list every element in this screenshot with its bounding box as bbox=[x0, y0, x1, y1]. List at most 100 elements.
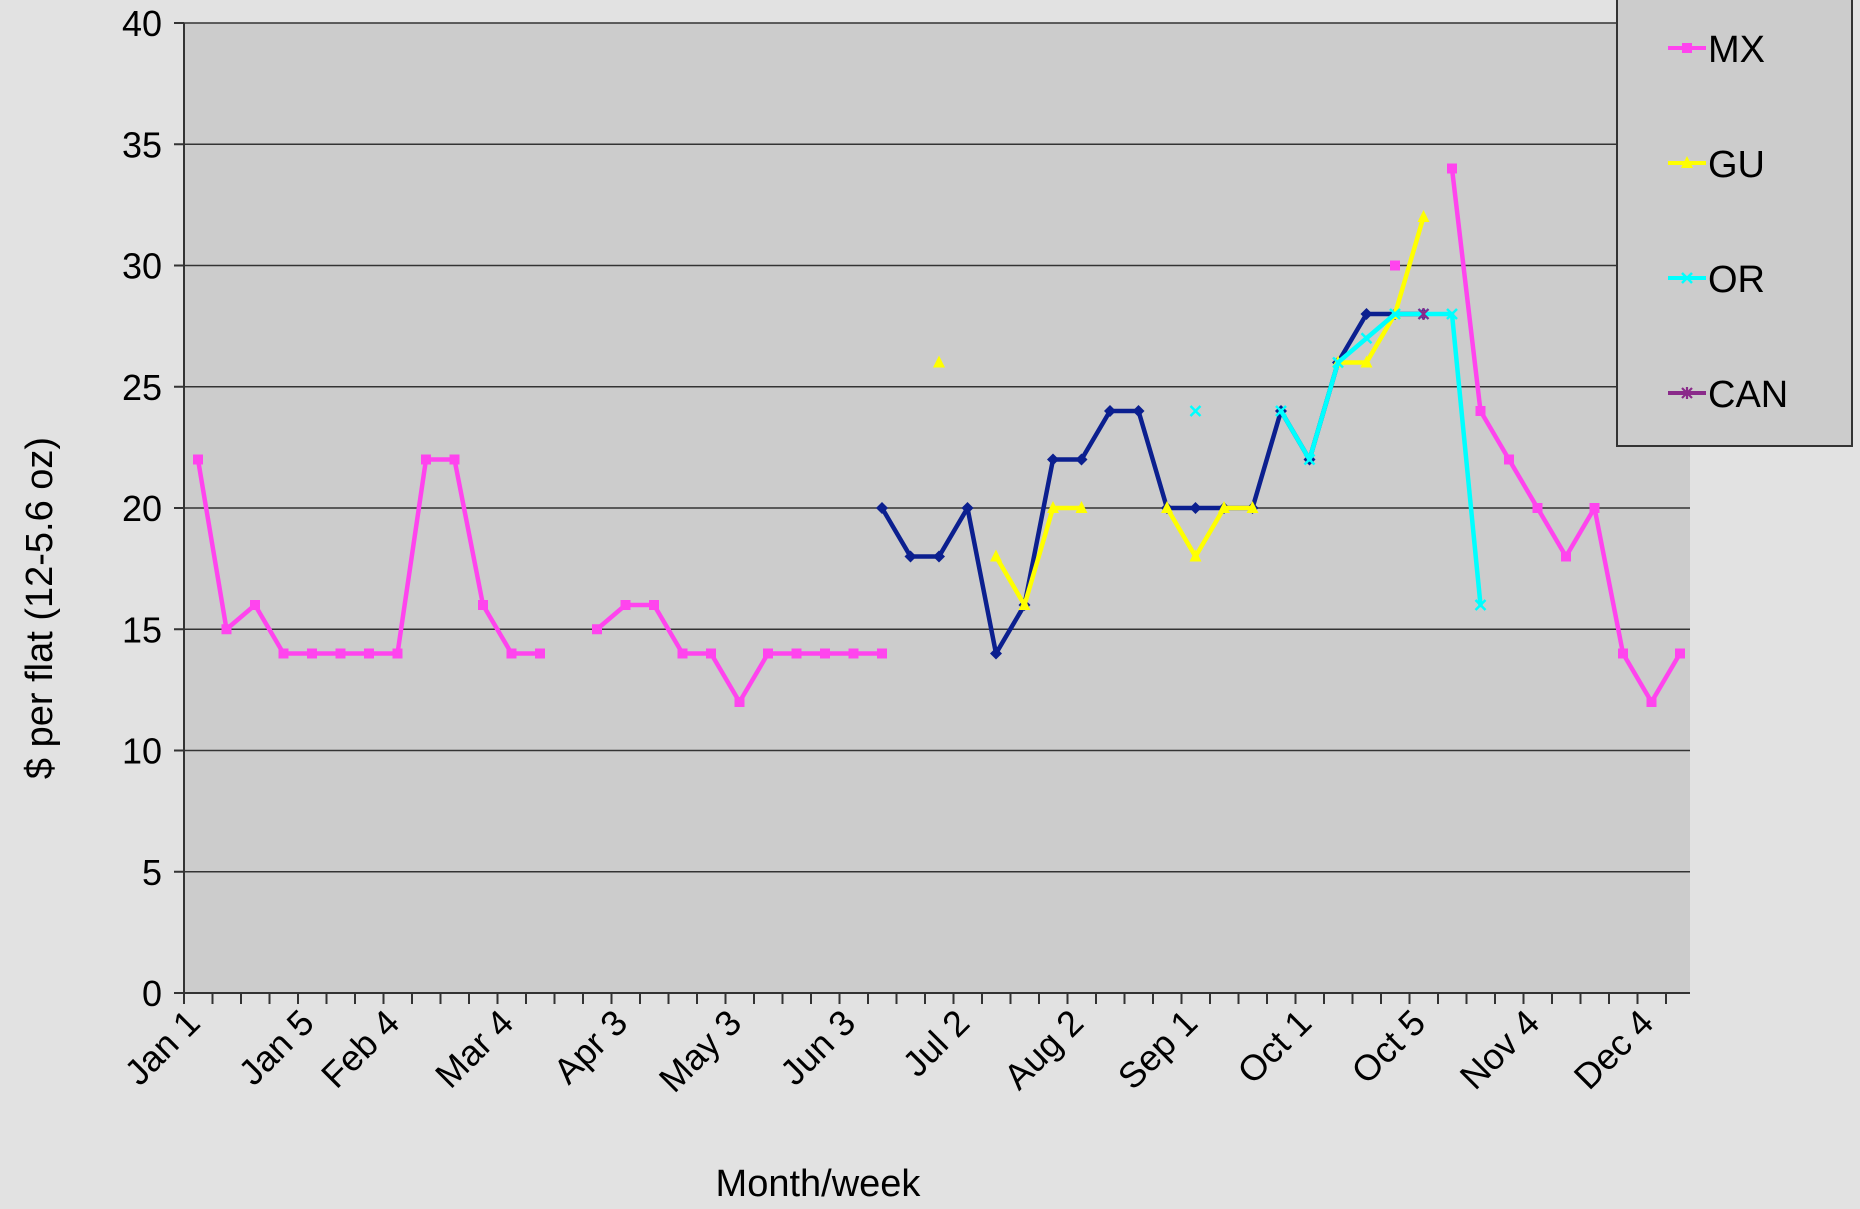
data-point bbox=[1447, 163, 1457, 174]
data-point bbox=[1675, 648, 1685, 659]
x-tick-label: Jan 5 bbox=[230, 1002, 321, 1093]
data-point bbox=[1417, 308, 1430, 320]
data-point bbox=[990, 647, 1002, 660]
data-point bbox=[933, 550, 945, 563]
series-line bbox=[1164, 505, 1255, 559]
data-point bbox=[1417, 210, 1430, 222]
data-point bbox=[592, 624, 602, 635]
legend-marker bbox=[1681, 387, 1693, 399]
series-layer bbox=[193, 163, 1685, 707]
series-or bbox=[1189, 308, 1487, 611]
legend-marker bbox=[1681, 156, 1693, 168]
x-tick-label: Feb 4 bbox=[313, 1002, 407, 1096]
x-tick-label: Oct 1 bbox=[1229, 1002, 1319, 1092]
data-point bbox=[478, 600, 488, 610]
data-point bbox=[506, 648, 517, 659]
data-point bbox=[649, 600, 659, 610]
data-point bbox=[876, 502, 888, 514]
data-point bbox=[1446, 308, 1458, 320]
data-point bbox=[1075, 453, 1088, 466]
legend: MX GU OR CAN bbox=[1616, 0, 1853, 447]
data-point bbox=[1104, 405, 1116, 417]
legend-item-can: CAN bbox=[1668, 374, 1788, 416]
data-point bbox=[1389, 308, 1401, 320]
legend-item-mx: MX bbox=[1668, 29, 1765, 71]
data-point bbox=[1332, 356, 1344, 369]
data-point bbox=[1360, 308, 1373, 320]
series-line bbox=[1278, 311, 1483, 608]
data-point bbox=[1504, 454, 1514, 465]
data-point bbox=[877, 648, 887, 659]
gridlines bbox=[184, 22, 1690, 873]
x-tick-label: Oct 5 bbox=[1343, 1002, 1433, 1092]
x-axis-label: Month/week bbox=[716, 1163, 922, 1205]
data-point bbox=[1589, 503, 1600, 513]
x-tick-label: Sep 1 bbox=[1110, 1002, 1206, 1098]
data-point bbox=[1047, 501, 1059, 513]
data-point bbox=[1561, 551, 1571, 562]
data-point bbox=[1218, 501, 1230, 513]
data-point bbox=[904, 550, 917, 563]
series-line bbox=[1335, 214, 1426, 365]
y-axis-ticks: 0 5 10 15 20 25 30 35 40 bbox=[122, 3, 184, 1014]
data-point bbox=[392, 648, 403, 659]
data-point bbox=[820, 648, 830, 659]
data-point bbox=[1618, 648, 1628, 659]
data-point bbox=[335, 648, 346, 659]
data-point bbox=[535, 648, 545, 659]
legend-marker bbox=[1681, 272, 1693, 284]
data-point bbox=[677, 648, 688, 659]
data-point bbox=[1189, 405, 1202, 417]
data-point bbox=[421, 454, 431, 465]
data-point bbox=[1189, 502, 1202, 514]
y-tick-label: 10 bbox=[122, 731, 162, 772]
data-point bbox=[1189, 549, 1202, 562]
y-tick-label: 25 bbox=[122, 367, 162, 408]
legend-item-gu: GU bbox=[1668, 144, 1765, 186]
legend-label: GU bbox=[1708, 144, 1765, 186]
data-point bbox=[193, 454, 203, 465]
data-point bbox=[961, 502, 974, 514]
data-point bbox=[1132, 405, 1145, 417]
data-point bbox=[449, 454, 460, 465]
x-tick-label: Nov 4 bbox=[1452, 1002, 1547, 1097]
data-point bbox=[1474, 599, 1487, 611]
data-point bbox=[933, 355, 945, 368]
data-point bbox=[1018, 598, 1031, 610]
legend-box bbox=[1616, 0, 1853, 447]
legend-label: MX bbox=[1708, 29, 1765, 71]
x-tick-label: May 3 bbox=[651, 1002, 749, 1100]
data-point bbox=[307, 648, 317, 659]
y-tick-label: 30 bbox=[122, 246, 162, 287]
y-tick-label: 5 bbox=[142, 852, 162, 893]
y-axis-label: $ per flat (12-5.6 oz) bbox=[19, 437, 61, 779]
legend-label: OR bbox=[1708, 259, 1765, 301]
data-point bbox=[734, 697, 745, 707]
x-tick-label: Mar 4 bbox=[427, 1002, 521, 1096]
data-point bbox=[278, 648, 289, 659]
x-tick-label: Aug 2 bbox=[996, 1002, 1092, 1098]
data-point bbox=[1246, 501, 1259, 513]
y-tick-label: 20 bbox=[122, 488, 162, 529]
y-tick-label: 15 bbox=[122, 609, 162, 650]
legend-marker bbox=[1682, 43, 1692, 53]
x-tick-label: Jan 1 bbox=[116, 1002, 207, 1093]
data-point bbox=[1532, 503, 1543, 513]
data-point bbox=[990, 549, 1002, 562]
y-tick-label: 40 bbox=[122, 3, 162, 44]
data-point bbox=[221, 624, 232, 635]
data-point bbox=[763, 648, 773, 659]
x-tick-label: Jul 2 bbox=[894, 1002, 977, 1085]
legend-label: CAN bbox=[1708, 374, 1788, 416]
data-point bbox=[1275, 405, 1287, 417]
data-point bbox=[1161, 501, 1173, 513]
data-point bbox=[706, 648, 716, 659]
data-point bbox=[250, 600, 260, 610]
y-tick-label: 0 bbox=[142, 973, 162, 1014]
data-point bbox=[1360, 332, 1373, 345]
data-point bbox=[620, 600, 631, 610]
legend-item-or: OR bbox=[1668, 259, 1765, 301]
series-line bbox=[993, 505, 1084, 608]
data-point bbox=[791, 648, 802, 659]
